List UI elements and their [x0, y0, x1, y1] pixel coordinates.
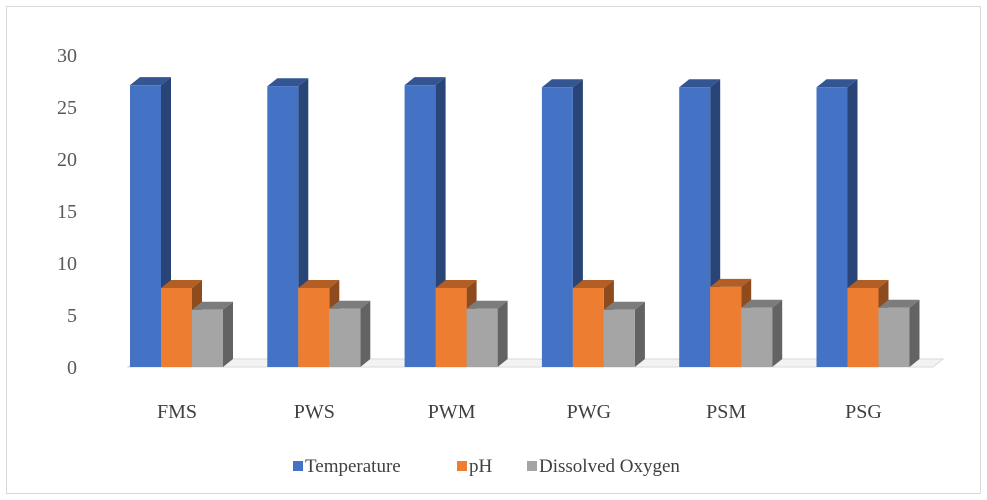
y-tick-label: 15 [57, 201, 77, 223]
bar-top-face [710, 278, 752, 287]
bar-side-face [909, 299, 920, 367]
bar-top-face [878, 299, 920, 308]
bar-side-face [634, 301, 645, 367]
bar-front-face [679, 87, 711, 368]
bar-top-face [541, 79, 583, 88]
bar-pwm-dissolved-oxygen [466, 300, 508, 367]
bar-side-face [772, 299, 783, 367]
legend-label: Dissolved Oxygen [539, 456, 680, 477]
x-axis-categories: FMS PWS PWM PWG PSM PSG [157, 401, 882, 423]
x-category-label: PWS [294, 401, 335, 423]
bar-top-face [329, 300, 371, 309]
bar-top-face [130, 77, 171, 86]
bar-side-face [497, 300, 508, 367]
bar-front-face [603, 309, 635, 367]
legend-swatch [527, 461, 537, 471]
bar-front-face [267, 86, 299, 367]
bar-top-face [192, 301, 233, 310]
y-tick-label: 10 [57, 253, 77, 275]
legend-item-ph: pH [457, 456, 493, 477]
bar-psg-temperature [816, 79, 858, 368]
x-category-label: PSG [845, 401, 882, 423]
bar-front-face [404, 85, 436, 367]
bar-front-face [572, 287, 604, 367]
bar-side-face [223, 301, 233, 367]
bar-side-face [360, 300, 371, 367]
x-category-label: PWG [567, 401, 611, 423]
x-category-label: PWM [428, 401, 476, 423]
legend-label: pH [469, 456, 493, 477]
bar-front-face [710, 286, 742, 367]
legend: Temperature pH Dissolved Oxygen [293, 456, 680, 477]
y-tick-label: 25 [57, 97, 77, 119]
bar-pwg-dissolved-oxygen [603, 301, 645, 367]
bar-pws-dissolved-oxygen [329, 300, 371, 367]
legend-swatch [457, 461, 467, 471]
y-tick-label: 30 [57, 45, 77, 67]
legend-label: Temperature [305, 456, 401, 477]
y-tick-label: 0 [67, 357, 77, 379]
bar-front-face [329, 308, 361, 367]
y-tick-label: 20 [57, 149, 77, 171]
bar-top-face [679, 79, 721, 88]
bar-top-face [603, 301, 645, 310]
x-category-label: FMS [157, 401, 197, 423]
bar-front-face [816, 87, 848, 368]
bar-top-face [816, 79, 858, 88]
bar-pwm-temperature [404, 77, 446, 367]
bar-front-face [161, 287, 192, 367]
bar-front-face [130, 85, 161, 367]
bar-top-face [404, 77, 446, 86]
bar-front-face [466, 308, 498, 367]
bar-front-face [541, 87, 573, 368]
legend-item-dissolved-oxygen: Dissolved Oxygen [527, 456, 680, 477]
bar-front-face [298, 287, 330, 367]
legend-item-temperature: Temperature [293, 456, 401, 477]
y-axis-ticks: 0 5 10 15 20 25 30 [57, 45, 77, 379]
bar-front-face [878, 307, 910, 367]
bar-fms-dissolved-oxygen [192, 301, 233, 367]
bar-psm-dissolved-oxygen [741, 299, 783, 367]
bar-top-face [298, 279, 340, 288]
bar-front-face [741, 307, 773, 367]
bar-front-face [435, 287, 467, 367]
bar-psg-dissolved-oxygen [878, 299, 920, 367]
legend-swatch [293, 461, 303, 471]
bar-top-face [466, 300, 508, 309]
bar-front-face [847, 287, 879, 367]
bar-top-face [847, 279, 889, 288]
bar-top-face [435, 279, 477, 288]
bar-front-face [192, 309, 223, 367]
y-tick-label: 5 [67, 305, 77, 327]
bars [130, 77, 920, 368]
bar-top-face [267, 78, 309, 87]
x-category-label: PSM [706, 401, 746, 423]
bar-top-face [161, 279, 202, 288]
bar-top-face [572, 279, 614, 288]
bar-top-face [741, 299, 783, 308]
